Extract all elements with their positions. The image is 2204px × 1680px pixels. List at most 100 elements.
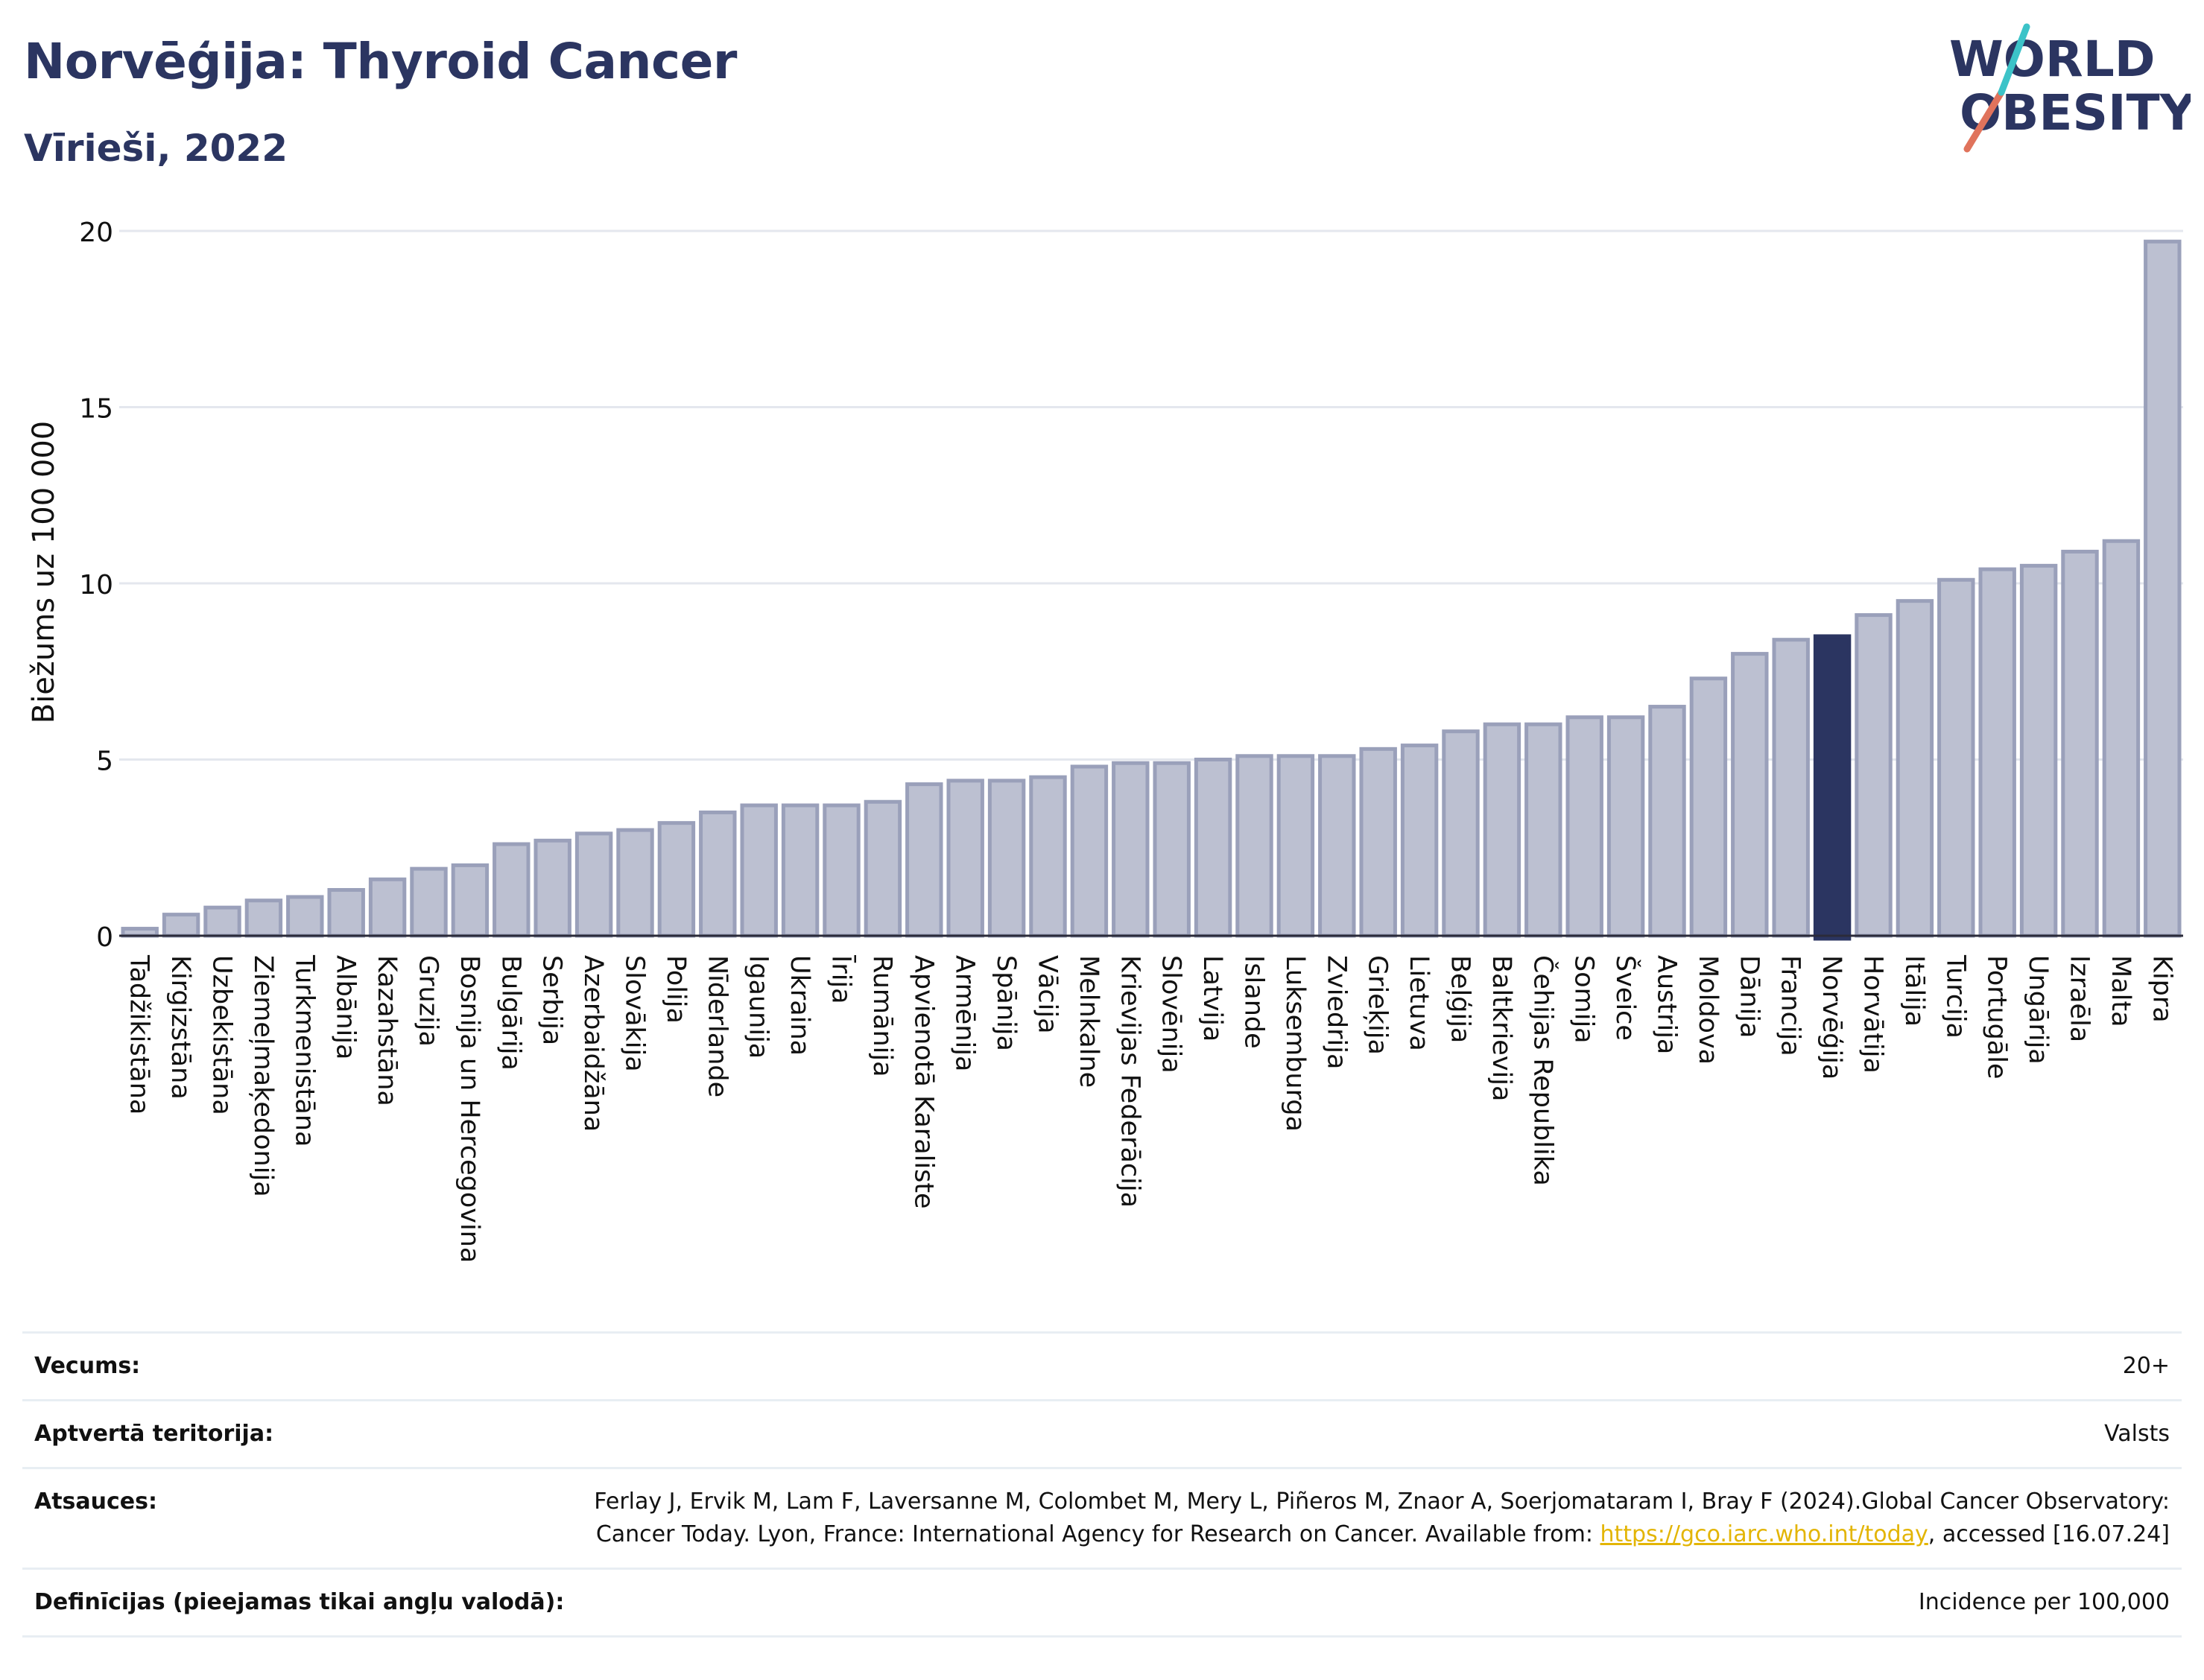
bar xyxy=(1689,676,1728,938)
bar xyxy=(1359,747,1397,938)
info-row-definitions: Definīcijas (pieejamas tikai angļu valod… xyxy=(22,1568,2182,1638)
bar xyxy=(493,842,531,938)
bar xyxy=(699,810,737,938)
x-tick-label: Apvienotā Karaliste xyxy=(908,955,938,1209)
bar xyxy=(1648,705,1686,938)
x-tick-label: Melnkalne xyxy=(1074,955,1103,1088)
bar xyxy=(368,877,407,938)
x-tick-label: Azerbaidžāna xyxy=(578,955,608,1132)
x-tick-label: Lietuva xyxy=(1404,955,1434,1051)
bar-highlighted xyxy=(1813,634,1852,941)
x-tick-label: Uzbekistāna xyxy=(207,955,237,1115)
x-tick-label: Polija xyxy=(661,955,691,1024)
bar xyxy=(2061,549,2099,938)
x-tick-label: Albānija xyxy=(331,955,361,1059)
logo-slash-teal xyxy=(1998,23,2030,96)
y-tick-label: 20 xyxy=(79,218,113,248)
x-tick-label: Latvija xyxy=(1197,955,1227,1042)
bar xyxy=(905,782,943,938)
bar xyxy=(1400,744,1439,938)
reference-suffix: , accessed [16.07.24] xyxy=(1928,1521,2170,1547)
logo-slash-red xyxy=(1963,89,2005,153)
x-tick-label: Igaunija xyxy=(744,955,773,1059)
bar xyxy=(1112,761,1150,938)
x-tick-label: Armēnija xyxy=(950,955,980,1071)
reference-link[interactable]: https://gco.iarc.who.int/today xyxy=(1600,1521,1928,1547)
bar xyxy=(410,866,448,938)
x-tick-label: Slovēnija xyxy=(1156,955,1186,1074)
bar xyxy=(987,779,1026,938)
x-tick-label: Šveice xyxy=(1610,955,1641,1041)
x-tick-label: Francija xyxy=(1776,955,1805,1056)
x-tick-label: Somija xyxy=(1569,955,1599,1044)
y-tick-label: 10 xyxy=(79,570,113,600)
y-axis-label: Biežums uz 100 000 xyxy=(27,421,61,724)
bar xyxy=(574,831,613,938)
x-tick-label: Islande xyxy=(1239,955,1269,1049)
x-tick-label: Rumānija xyxy=(867,955,897,1077)
bar xyxy=(864,799,902,938)
bar xyxy=(1442,729,1480,938)
bar xyxy=(1896,599,1934,938)
x-tick-label: Grieķija xyxy=(1363,955,1393,1055)
y-tick-label: 0 xyxy=(96,922,113,953)
world-obesity-logo: WORLD OBESITY xyxy=(1949,23,2191,153)
x-tick-label: Beļģija xyxy=(1445,955,1475,1043)
bar xyxy=(781,803,820,938)
info-value-references: Ferlay J, Ervik M, Lam F, Laversanne M, … xyxy=(568,1486,2170,1551)
bars xyxy=(121,239,2182,941)
bar xyxy=(1524,722,1562,938)
bar xyxy=(2019,563,2058,938)
bar xyxy=(451,863,490,938)
x-tick-label: Kipra xyxy=(2147,955,2176,1023)
info-row-territory: Aptvertā teritorija: Valsts xyxy=(22,1399,2182,1467)
x-tick-label: Itālija xyxy=(1899,955,1929,1027)
x-tick-label: Slovākija xyxy=(620,955,650,1072)
y-tick-label: 15 xyxy=(79,394,113,425)
x-tick-label: Portugāle xyxy=(1982,955,2012,1080)
x-tick-label: Bosnija un Hercegovina xyxy=(455,955,484,1263)
y-tick-label: 5 xyxy=(96,747,113,777)
bar xyxy=(162,913,200,938)
logo-line1: WORLD xyxy=(1949,31,2156,88)
bar xyxy=(1194,758,1232,938)
bar xyxy=(1153,761,1191,938)
x-tick-label: Kirgizstāna xyxy=(165,955,195,1100)
info-label-age: Vecums: xyxy=(34,1353,141,1379)
chart-title: Norvēģija: Thyroid Cancer xyxy=(24,33,737,90)
info-label-references: Atsauces: xyxy=(34,1489,157,1515)
x-tick-label: Malta xyxy=(2106,955,2135,1027)
x-tick-label: Turkmenistāna xyxy=(289,954,319,1147)
x-tick-label: Tadžikistāna xyxy=(124,954,154,1115)
x-tick-label: Moldova xyxy=(1693,955,1723,1065)
info-table: Vecums: 20+ Aptvertā teritorija: Valsts … xyxy=(22,1331,2182,1638)
x-tick-label: Kazahstāna xyxy=(372,955,402,1106)
x-tick-label: Ukraina xyxy=(785,955,814,1056)
bar xyxy=(1855,613,1893,938)
info-row-references: Atsauces: Ferlay J, Ervik M, Lam F, Lave… xyxy=(22,1467,2182,1568)
x-tick-label: Čehijas Republika xyxy=(1527,955,1559,1186)
bar xyxy=(244,898,283,938)
info-label-definitions: Definīcijas (pieejamas tikai angļu valod… xyxy=(34,1589,565,1615)
bar xyxy=(740,803,778,938)
x-tick-label: Gruzija xyxy=(414,955,443,1047)
x-tick-label: Izraēla xyxy=(2065,955,2094,1042)
bar xyxy=(1731,652,1769,938)
bar xyxy=(1606,715,1645,938)
x-tick-label: Nīderlande xyxy=(702,955,732,1097)
x-tick-label: Vācija xyxy=(1033,955,1063,1034)
bar xyxy=(1978,567,2016,938)
bar xyxy=(616,828,654,938)
x-tick-label: Norvēģija xyxy=(1817,955,1846,1080)
bar-chart: 0 5 10 15 20 Tadžikistāna Kirgizstāna Uzbekistā… xyxy=(27,218,2183,1263)
bar xyxy=(2144,239,2182,938)
bar xyxy=(1318,754,1356,938)
x-tick-label: Krievijas Federācija xyxy=(1115,955,1144,1208)
info-value-age: 20+ xyxy=(2122,1353,2170,1379)
x-tick-label: Ziemeļmaķedonija xyxy=(248,955,278,1197)
x-tick-label: Īrija xyxy=(826,955,857,1004)
bar xyxy=(657,821,696,938)
bar xyxy=(327,888,365,938)
bar xyxy=(203,905,241,938)
info-value-territory: Valsts xyxy=(2104,1421,2170,1447)
